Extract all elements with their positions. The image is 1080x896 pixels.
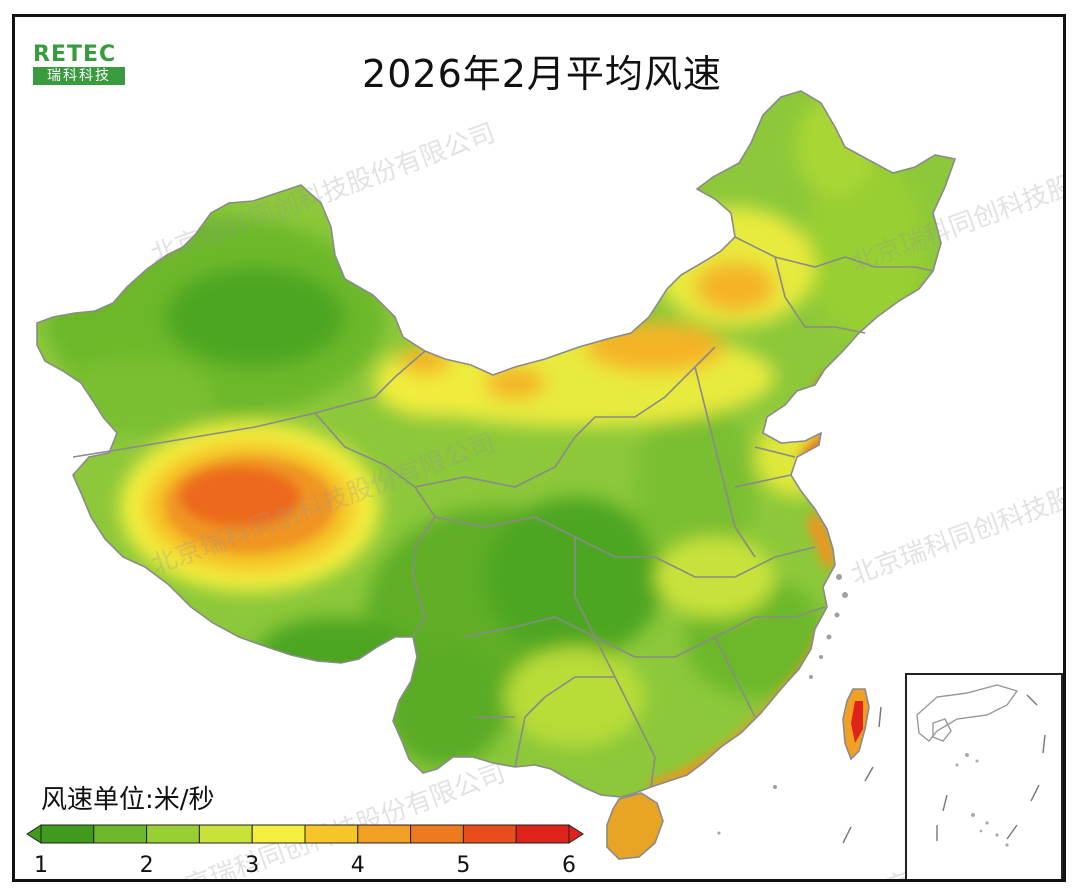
legend-swatch	[515, 824, 570, 844]
south-china-sea-inset	[905, 673, 1063, 879]
legend-swatch	[40, 824, 95, 844]
legend-swatch	[251, 824, 306, 844]
legend-swatch	[146, 824, 200, 844]
legend-tick-label: 4	[350, 853, 365, 878]
sea-boundary-dashes	[842, 706, 882, 844]
legend-arrow-right	[568, 824, 584, 844]
inset-map	[916, 684, 1046, 847]
company-logo: RETEC 瑞科科技	[33, 43, 143, 85]
coastal-islands	[717, 574, 848, 835]
legend-swatch	[462, 824, 517, 844]
legend-arrow-left	[26, 824, 42, 844]
legend-swatch	[304, 824, 359, 844]
legend-swatch	[93, 824, 148, 844]
legend-title: 风速单位:米/秒	[41, 785, 215, 815]
province-borders	[36, 90, 957, 860]
legend-colorbar	[26, 824, 584, 844]
legend-tick-label: 5	[456, 853, 471, 878]
legend-swatch	[357, 824, 412, 844]
legend-tick-label: 2	[139, 853, 154, 878]
wind-speed-map	[36, 90, 957, 860]
legend-tick-label: 6	[562, 853, 576, 878]
logo-wordmark: RETEC	[33, 42, 117, 67]
legend-tick-label: 1	[34, 853, 48, 878]
legend-tick-label: 3	[245, 853, 260, 878]
logo-subtitle: 瑞科科技	[33, 67, 125, 85]
legend-ticks: 1 2 3 4 5 6	[15, 853, 715, 879]
map-frame: RETEC 瑞科科技 2026年2月平均风速 北京瑞科同创科技股份有限公司 北京…	[12, 14, 1066, 882]
legend-swatch	[410, 824, 464, 844]
legend-swatch	[198, 824, 253, 844]
map-title: 2026年2月平均风速	[362, 52, 722, 96]
